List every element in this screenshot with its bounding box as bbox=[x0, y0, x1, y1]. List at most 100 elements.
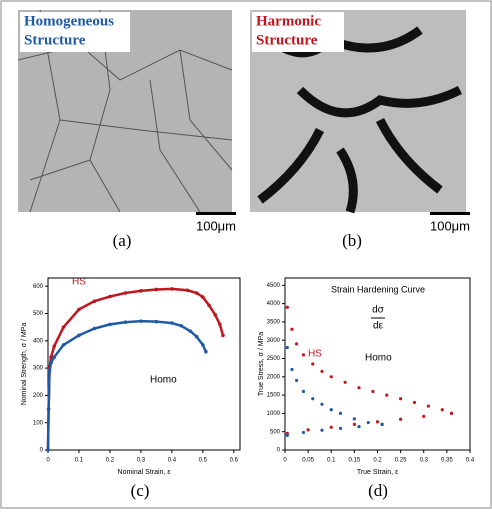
data-point bbox=[353, 417, 356, 420]
y-tick-label: 400 bbox=[33, 338, 44, 344]
data-point bbox=[62, 325, 66, 329]
data-point bbox=[221, 334, 225, 338]
panel-title: Homogeneous bbox=[24, 13, 114, 29]
data-point bbox=[311, 362, 314, 365]
data-point bbox=[124, 320, 128, 324]
data-point bbox=[139, 319, 143, 323]
data-point bbox=[218, 323, 222, 327]
annotation: dσ bbox=[372, 305, 385, 316]
data-point bbox=[77, 308, 81, 312]
panel-label: (d) bbox=[368, 481, 388, 500]
panel-label: (a) bbox=[113, 231, 132, 250]
data-point bbox=[286, 434, 289, 437]
y-tick-label: 1000 bbox=[267, 411, 281, 417]
data-point bbox=[413, 401, 416, 404]
data-point bbox=[108, 295, 112, 299]
data-point bbox=[302, 390, 305, 393]
x-tick-label: 0.1 bbox=[327, 458, 336, 464]
y-tick-label: 200 bbox=[33, 393, 44, 399]
x-tick-label: 0.05 bbox=[302, 458, 314, 464]
data-point bbox=[179, 324, 183, 328]
data-point bbox=[353, 423, 356, 426]
data-point bbox=[339, 427, 342, 430]
data-point bbox=[367, 421, 370, 424]
data-point bbox=[286, 346, 289, 349]
data-point bbox=[399, 418, 402, 421]
data-point bbox=[385, 394, 388, 397]
x-tick-label: 0.2 bbox=[373, 458, 382, 464]
data-point bbox=[207, 304, 211, 308]
data-point bbox=[46, 448, 50, 452]
data-point bbox=[381, 423, 384, 426]
x-tick-label: 0.4 bbox=[466, 458, 475, 464]
y-axis-label: True Stress, σ / MPa bbox=[258, 332, 265, 396]
data-point bbox=[330, 375, 333, 378]
data-point bbox=[330, 426, 333, 429]
x-tick-label: 0.1 bbox=[75, 458, 84, 464]
data-point bbox=[311, 397, 314, 400]
data-point bbox=[422, 415, 425, 418]
data-point bbox=[48, 369, 52, 373]
data-point bbox=[124, 291, 128, 295]
y-tick-label: 1500 bbox=[267, 393, 281, 399]
scale-label: 100μm bbox=[196, 218, 236, 233]
x-tick-label: 0.3 bbox=[420, 458, 429, 464]
data-point bbox=[62, 343, 66, 347]
data-point bbox=[108, 323, 112, 327]
x-tick-label: 0.5 bbox=[199, 458, 208, 464]
data-point bbox=[295, 379, 298, 382]
data-point bbox=[357, 386, 360, 389]
panel-label: (b) bbox=[342, 231, 362, 250]
scale-bar bbox=[430, 212, 470, 215]
x-axis-label: True Strain, ε bbox=[357, 469, 398, 476]
y-tick-label: 500 bbox=[33, 311, 44, 317]
x-tick-label: 0.4 bbox=[168, 458, 177, 464]
data-point bbox=[441, 408, 444, 411]
x-tick-label: 0.6 bbox=[230, 458, 239, 464]
data-point bbox=[201, 295, 205, 299]
y-tick-label: 2000 bbox=[267, 374, 281, 380]
annotation: HS bbox=[308, 349, 322, 360]
data-point bbox=[170, 321, 174, 325]
x-tick-label: 0.15 bbox=[349, 458, 361, 464]
data-point bbox=[371, 390, 374, 393]
data-point bbox=[52, 344, 56, 348]
data-point bbox=[357, 425, 360, 428]
panel-title: Harmonic bbox=[256, 13, 321, 29]
data-point bbox=[195, 291, 199, 295]
y-axis-label: Nominal Strength, σ / MPa bbox=[21, 323, 28, 406]
data-point bbox=[450, 412, 453, 415]
data-point bbox=[307, 428, 310, 431]
data-point bbox=[155, 320, 159, 324]
y-tick-label: 100 bbox=[33, 420, 44, 426]
annotation: Homo bbox=[365, 353, 392, 364]
panel-title: Structure bbox=[24, 32, 86, 48]
data-point bbox=[376, 420, 379, 423]
x-tick-label: 0.35 bbox=[441, 458, 453, 464]
y-tick-label: 4500 bbox=[267, 283, 281, 289]
data-point bbox=[201, 343, 205, 347]
y-tick-label: 2500 bbox=[267, 356, 281, 362]
data-point bbox=[399, 397, 402, 400]
data-point bbox=[47, 407, 51, 411]
data-point bbox=[170, 287, 174, 291]
scale-label: 100μm bbox=[430, 218, 470, 233]
x-tick-label: 0.25 bbox=[395, 458, 407, 464]
data-point bbox=[302, 431, 305, 434]
data-point bbox=[320, 370, 323, 373]
data-point bbox=[339, 412, 342, 415]
figure: Homogeneous Structure Harmonic Structure… bbox=[0, 0, 492, 509]
panel-label: (c) bbox=[131, 481, 150, 500]
data-point bbox=[344, 381, 347, 384]
x-tick-label: 0.3 bbox=[137, 458, 146, 464]
data-point bbox=[204, 350, 208, 354]
annotation: Homo bbox=[150, 375, 177, 386]
x-axis-label: Nominal Strain, ε bbox=[118, 469, 171, 476]
data-point bbox=[186, 288, 190, 292]
data-point bbox=[195, 335, 199, 339]
y-tick-label: 4000 bbox=[267, 301, 281, 307]
y-tick-label: 3000 bbox=[267, 338, 281, 344]
data-point bbox=[155, 288, 159, 292]
chart-title: Strain Hardening Curve bbox=[331, 284, 425, 294]
scale-bar bbox=[196, 212, 236, 215]
